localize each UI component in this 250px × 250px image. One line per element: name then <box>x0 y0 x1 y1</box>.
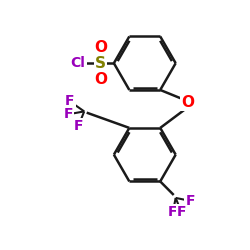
Text: O: O <box>94 40 107 54</box>
Text: F: F <box>168 205 177 219</box>
Text: F: F <box>185 194 195 208</box>
Text: F: F <box>64 107 73 121</box>
Text: O: O <box>94 72 107 87</box>
Text: Cl: Cl <box>70 56 86 70</box>
Text: F: F <box>74 119 83 133</box>
Text: O: O <box>182 95 194 110</box>
Text: S: S <box>95 56 106 71</box>
Text: F: F <box>177 205 186 219</box>
Text: F: F <box>65 94 74 108</box>
